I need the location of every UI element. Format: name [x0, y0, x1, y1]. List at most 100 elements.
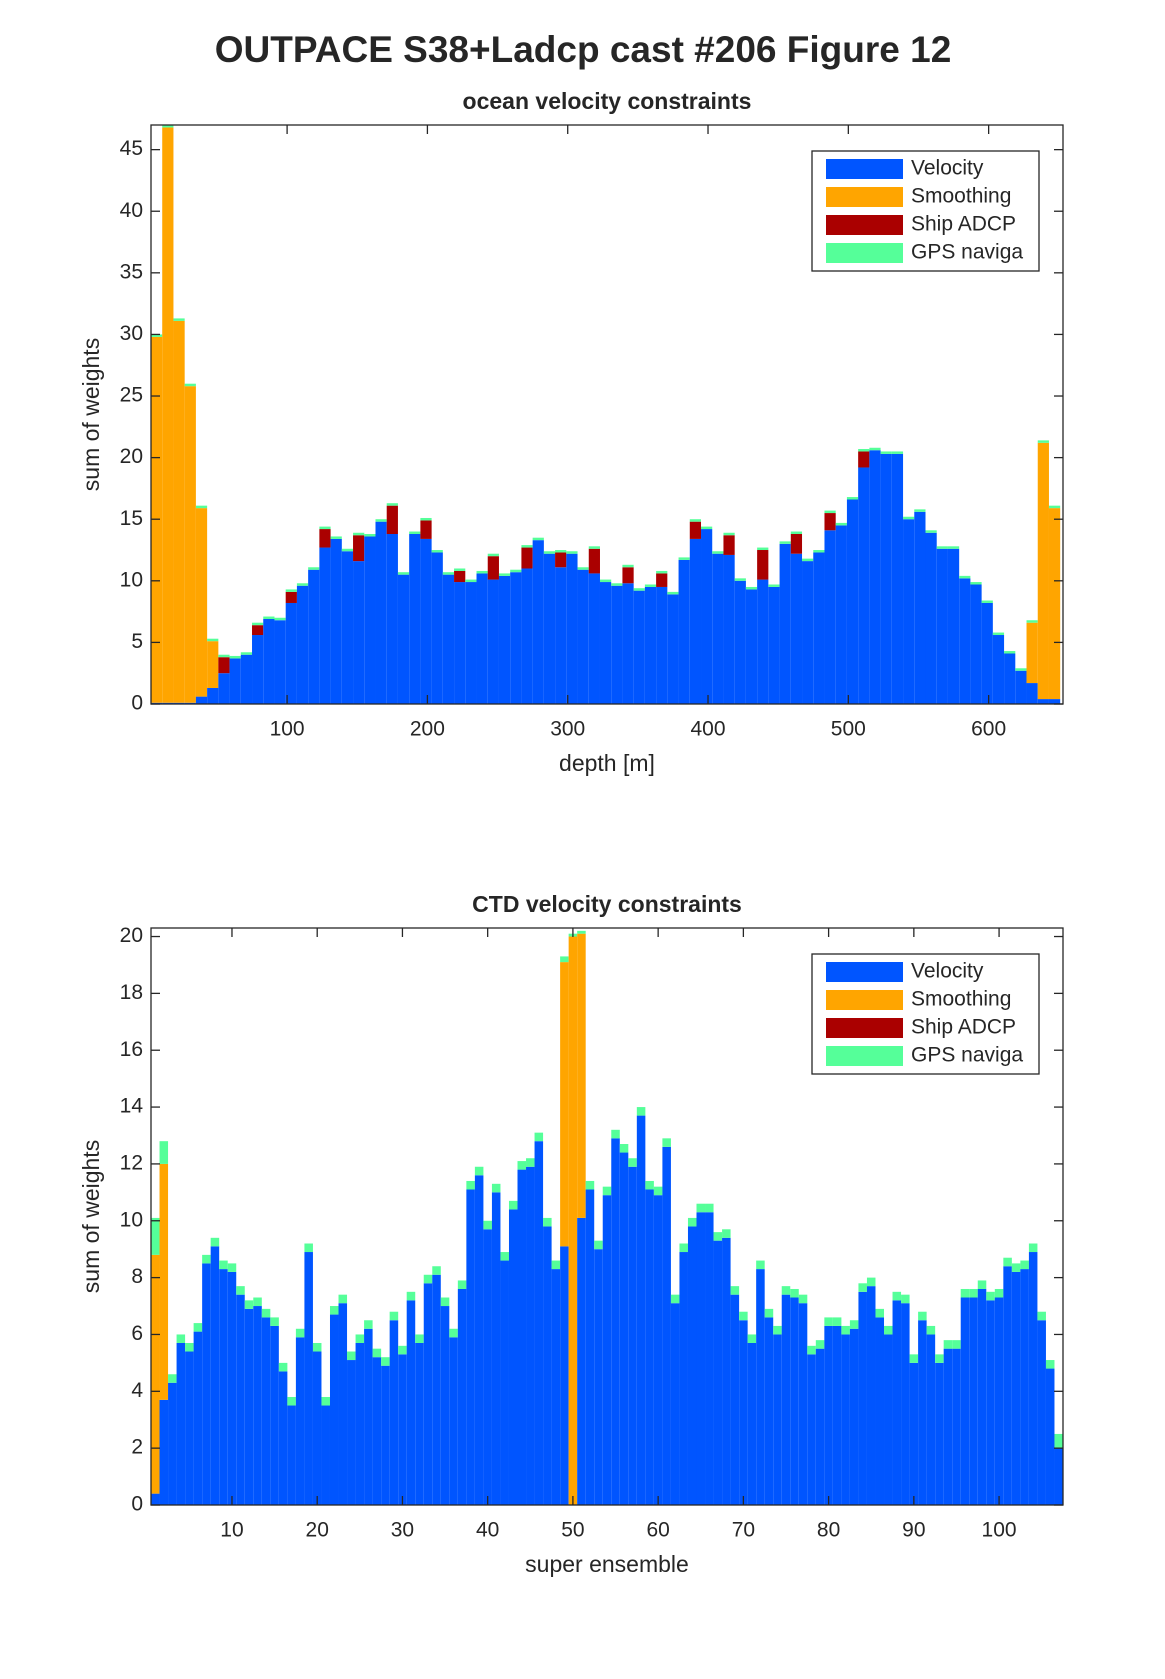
bar-segment	[723, 535, 735, 555]
legend-label: GPS naviga	[911, 241, 1023, 264]
bar-segment	[577, 569, 589, 704]
bar-segment	[381, 1365, 390, 1505]
bar-segment	[679, 1252, 688, 1505]
bar-segment	[555, 567, 567, 704]
bar-segment	[347, 1351, 356, 1361]
bar-segment	[176, 1334, 186, 1343]
legend-swatch	[826, 962, 903, 982]
y-axis-label: sum of weights	[78, 1140, 104, 1293]
bar-segment	[244, 1300, 254, 1309]
y-tick-label: 20	[120, 445, 143, 468]
bar-segment	[319, 526, 331, 530]
chart-title: CTD velocity constraints	[472, 891, 742, 917]
legend-label: Smoothing	[911, 988, 1011, 1011]
legend-swatch	[826, 243, 903, 263]
bar-segment	[858, 448, 870, 452]
bar-segment	[1054, 1448, 1063, 1505]
bar-segment	[994, 1288, 1004, 1298]
bar-segment	[656, 586, 668, 704]
bar-segment	[781, 1286, 791, 1295]
bar-segment	[1020, 1260, 1029, 1270]
bar-segment	[662, 1146, 671, 1505]
bar-segment	[756, 1260, 765, 1270]
bar-segment	[622, 567, 634, 584]
legend-label: Ship ADCP	[911, 1016, 1016, 1039]
bar-segment	[454, 570, 466, 583]
x-tick-label: 50	[561, 1519, 584, 1542]
bar-segment	[705, 1203, 714, 1213]
bar-segment	[588, 573, 600, 704]
bar-segment	[253, 1297, 262, 1307]
bar-segment	[636, 1107, 646, 1116]
bar-segment	[619, 1152, 629, 1505]
bar-segment	[555, 552, 567, 568]
bar-segment	[244, 1308, 254, 1505]
bar-segment	[389, 1311, 399, 1321]
bar-segment	[633, 590, 645, 704]
bar-segment	[517, 1169, 527, 1505]
bar-segment	[781, 1294, 791, 1505]
bar-segment	[440, 1297, 450, 1307]
bar-segment	[722, 1237, 731, 1505]
y-tick-label: 8	[131, 1265, 143, 1288]
x-tick-label: 40	[476, 1519, 499, 1542]
bar-segment	[667, 594, 679, 704]
bar-segment	[730, 1286, 740, 1295]
bar-segment	[757, 579, 769, 704]
bar-segment	[465, 582, 477, 704]
plot-frame	[150, 124, 1064, 705]
bar-segment	[734, 580, 746, 704]
bar-segment	[508, 1209, 518, 1505]
x-tick-label: 70	[732, 1519, 755, 1542]
bar-segment	[415, 1342, 424, 1505]
bar-segment	[398, 1345, 407, 1355]
bar-segment	[577, 930, 586, 934]
x-tick-label: 90	[902, 1519, 925, 1542]
bar-segment	[1004, 653, 1016, 704]
bar-segment	[858, 451, 870, 468]
bar-segment	[986, 1300, 995, 1505]
bar-segment	[807, 1354, 816, 1505]
bar-segment	[389, 1320, 399, 1505]
bar-segment	[960, 1297, 970, 1505]
bar-segment	[585, 1189, 595, 1505]
bar-segment	[353, 532, 365, 536]
bar-segment	[713, 1232, 723, 1241]
bar-segment	[1037, 699, 1049, 704]
x-tick-label: 20	[306, 1519, 329, 1542]
bar-segment	[712, 553, 724, 704]
bar-segment	[611, 583, 623, 586]
bar-segment	[341, 548, 354, 552]
bar-segment	[926, 1334, 936, 1505]
legend-label: GPS naviga	[911, 1044, 1023, 1067]
bar-segment	[184, 383, 196, 387]
bar-segment	[841, 1334, 850, 1505]
y-tick-label: 40	[120, 199, 143, 222]
bar-segment	[341, 551, 354, 704]
bar-segment	[491, 1192, 501, 1505]
bar-segment	[526, 1166, 535, 1505]
bar-segment	[757, 550, 769, 580]
bar-segment	[338, 1303, 348, 1505]
bar-segment	[210, 1237, 220, 1247]
bar-segment	[454, 568, 466, 571]
x-tick-label: 600	[971, 718, 1006, 741]
x-axis-label: super ensemble	[525, 1551, 689, 1577]
bar-segment	[409, 531, 421, 534]
bar-segment	[645, 1180, 654, 1190]
bar-segment	[375, 519, 387, 522]
bar-segment	[364, 533, 376, 537]
y-tick-label: 25	[120, 384, 143, 407]
bar-segment	[193, 1323, 203, 1332]
bar-segment	[474, 1166, 484, 1176]
bar-segment	[386, 503, 398, 506]
bar-segment	[487, 556, 499, 580]
bar-segment	[914, 511, 926, 704]
bar-segment	[977, 1288, 987, 1505]
bar-segment	[696, 1212, 706, 1505]
bar-segment	[1020, 1269, 1029, 1505]
bar-segment	[936, 546, 948, 549]
legend-swatch	[826, 187, 903, 207]
legend-swatch	[826, 159, 903, 179]
bar-segment	[667, 591, 679, 595]
